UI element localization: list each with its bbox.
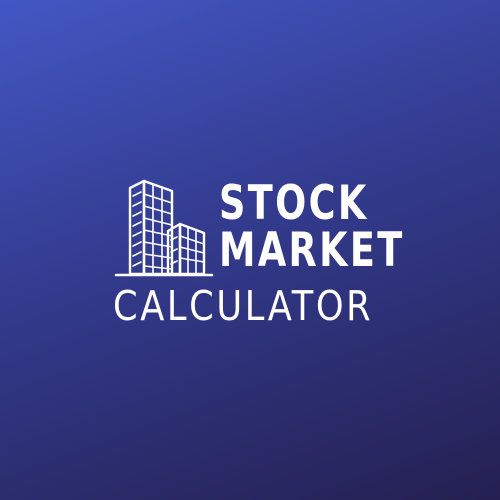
logo-title-line-1: STOCK (219, 176, 369, 231)
logo-title-line-2: MARKET (219, 223, 405, 278)
logo-subtitle: CALCULATOR (113, 282, 374, 330)
office-buildings-icon (114, 179, 214, 277)
